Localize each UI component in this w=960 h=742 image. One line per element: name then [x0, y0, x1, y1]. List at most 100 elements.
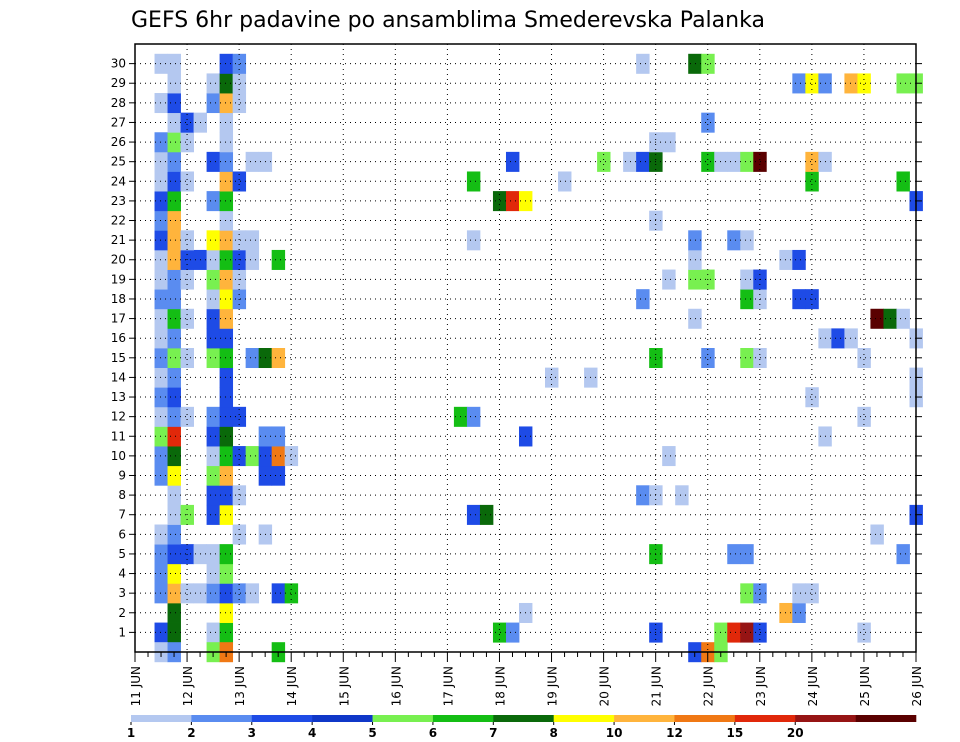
- heatmap-cell: [167, 504, 181, 525]
- heatmap-cell: [675, 485, 689, 506]
- y-axis: 1234567891011121314151617181920212223242…: [111, 57, 922, 639]
- x-tick-label: 22 JUN: [702, 666, 716, 706]
- heatmap-cell: [206, 583, 221, 604]
- heatmap-cell: [180, 132, 194, 153]
- heatmap-cell: [206, 465, 221, 486]
- heatmap-cell: [727, 230, 741, 251]
- y-tick-label: 22: [111, 214, 126, 228]
- heatmap-cell: [636, 485, 650, 506]
- heatmap-cell: [805, 171, 819, 192]
- heatmap-cell: [180, 406, 194, 427]
- heatmap-cell: [206, 289, 221, 310]
- heatmap-cell: [167, 583, 181, 604]
- color-legend: 1 2 3 4 5 6 7 8 10 12 15 20: [127, 715, 917, 740]
- heatmap-cell: [219, 485, 234, 506]
- y-tick-label: 26: [111, 135, 126, 149]
- heatmap-cell: [219, 308, 234, 329]
- y-tick-label: 29: [111, 76, 126, 90]
- x-tick-label: 23 JUN: [754, 666, 768, 706]
- heatmap-cell: [167, 191, 181, 212]
- heatmap-cell: [623, 151, 637, 172]
- heatmap-cell: [271, 249, 286, 270]
- heatmap-cell: [154, 387, 168, 408]
- y-tick-label: 18: [111, 292, 126, 306]
- legend-label: 7: [489, 726, 497, 740]
- legend-swatch: [855, 715, 917, 722]
- y-tick-label: 4: [118, 567, 126, 581]
- heatmap-cell: [219, 328, 234, 349]
- legend-label: 1: [127, 726, 135, 740]
- legend-swatch: [795, 715, 856, 722]
- heatmap-cell: [206, 73, 221, 94]
- heatmap-cell: [805, 387, 819, 408]
- heatmap-cell: [232, 406, 247, 427]
- y-tick-label: 28: [111, 96, 126, 110]
- heatmap-cell: [688, 230, 702, 251]
- y-tick-label: 20: [111, 253, 126, 267]
- heatmap-cell: [154, 563, 168, 584]
- heatmap-cell: [271, 348, 286, 369]
- heatmap-cells: [154, 53, 923, 663]
- heatmap-cell: [271, 446, 286, 467]
- heatmap-cell: [167, 387, 181, 408]
- y-tick-label: 11: [111, 429, 126, 443]
- y-tick-label: 9: [118, 468, 126, 482]
- heatmap-cell: [896, 171, 910, 192]
- heatmap-cell: [154, 249, 168, 270]
- y-tick-label: 6: [118, 527, 126, 541]
- heatmap-cell: [219, 563, 234, 584]
- y-tick-label: 14: [111, 370, 126, 384]
- y-tick-label: 30: [111, 57, 126, 71]
- heatmap-cell: [896, 73, 910, 94]
- legend-swatch: [432, 715, 494, 722]
- heatmap-cell: [219, 93, 234, 114]
- legend-swatch: [493, 715, 554, 722]
- heatmap-cell: [154, 583, 168, 604]
- heatmap-cell: [844, 73, 858, 94]
- heatmap-cell: [232, 230, 247, 251]
- heatmap-cell: [232, 73, 247, 94]
- heatmap-cell: [245, 446, 260, 467]
- heatmap-cell: [688, 249, 702, 270]
- heatmap-cell: [740, 348, 754, 369]
- y-tick-label: 23: [111, 194, 126, 208]
- heatmap-cell: [154, 465, 168, 486]
- heatmap-cell: [219, 446, 234, 467]
- heatmap-cell: [154, 406, 168, 427]
- heatmap-cell: [727, 544, 741, 565]
- legend-swatch: [312, 715, 373, 722]
- heatmap-cell: [284, 446, 299, 467]
- heatmap-cell: [219, 289, 234, 310]
- y-tick-label: 10: [111, 449, 126, 463]
- heatmap-cell: [167, 73, 181, 94]
- heatmap-cell: [232, 53, 247, 74]
- y-tick-label: 5: [118, 547, 126, 561]
- heatmap-cell: [896, 544, 910, 565]
- heatmap-cell: [232, 485, 247, 506]
- heatmap-cell: [167, 446, 181, 467]
- heatmap-cell: [245, 348, 260, 369]
- heatmap-cell: [636, 151, 650, 172]
- heatmap-cell: [662, 132, 676, 153]
- heatmap-cell: [167, 622, 181, 643]
- x-tick-label: 12 JUN: [181, 666, 195, 706]
- heatmap-cell: [167, 406, 181, 427]
- heatmap-cell: [792, 602, 806, 623]
- heatmap-cell: [740, 622, 754, 643]
- heatmap-cell: [779, 249, 793, 270]
- heatmap-cell: [740, 151, 754, 172]
- legend-label: 3: [248, 726, 256, 740]
- heatmap-cell: [740, 269, 754, 290]
- heatmap-cell: [545, 367, 559, 388]
- heatmap-cell: [271, 583, 286, 604]
- heatmap-cell: [180, 308, 194, 329]
- heatmap-cell: [870, 308, 884, 329]
- heatmap-cell: [206, 446, 221, 467]
- heatmap-cell: [167, 485, 181, 506]
- heatmap-cell: [167, 210, 181, 231]
- heatmap-cell: [505, 151, 520, 172]
- heatmap-cell: [636, 289, 650, 310]
- heatmap-cell: [154, 230, 168, 251]
- heatmap-cell: [505, 622, 520, 643]
- heatmap-cell: [206, 308, 221, 329]
